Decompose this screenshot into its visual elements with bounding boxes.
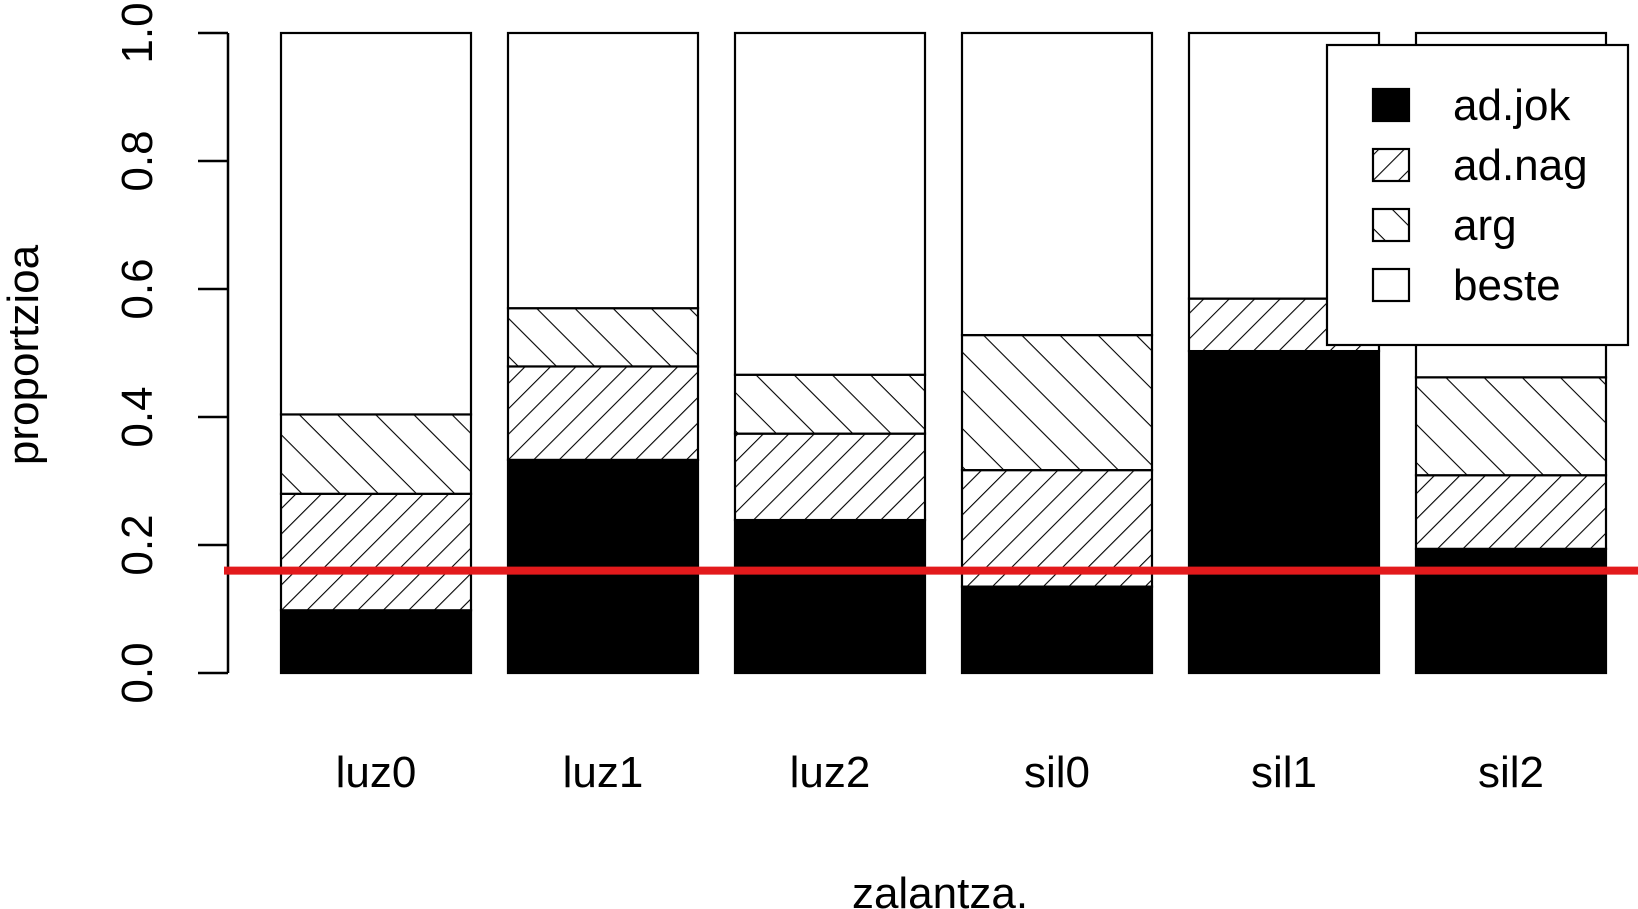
legend-swatch-arg	[1371, 207, 1411, 243]
x-tick-label: luz2	[790, 748, 871, 797]
bar-segment-ad.nag	[733, 432, 927, 522]
x-tick-labels: luz0 luz1 luz2 sil0 sil1 sil2	[336, 748, 1544, 797]
bar-segment-ad.jok	[733, 518, 927, 675]
x-axis-title: zalantza.	[852, 869, 1028, 909]
y-tick-label: 0.6	[113, 258, 162, 319]
bar-segment-beste	[960, 31, 1154, 337]
x-tick-label: luz0	[336, 748, 417, 797]
y-tick-label: 1.0	[113, 2, 162, 63]
bar-segment-arg	[279, 413, 473, 495]
bar-segment-ad.nag	[1414, 474, 1608, 550]
x-tick-label: luz1	[563, 748, 644, 797]
legend-label: ad.jok	[1453, 81, 1571, 130]
bar-segment-ad.jok	[279, 609, 473, 675]
bar-segment-beste	[733, 31, 927, 376]
bar-segment-ad.nag	[506, 365, 700, 461]
x-tick-label: sil0	[1024, 748, 1090, 797]
y-tick-label: 0.8	[113, 130, 162, 191]
legend-label: beste	[1453, 261, 1561, 310]
legend-swatch-beste	[1371, 267, 1411, 303]
legend-label: ad.nag	[1453, 141, 1588, 190]
bar-segment-arg	[960, 333, 1154, 472]
y-axis: 0.0 0.2 0.4 0.6 0.8 1.0	[113, 2, 230, 704]
y-axis-title: proportzioa	[0, 244, 48, 465]
legend: ad.jok ad.nag arg beste	[1325, 43, 1630, 347]
x-tick-label: sil2	[1478, 748, 1544, 797]
bar-segment-arg	[506, 307, 700, 368]
legend-label: arg	[1453, 201, 1517, 250]
bar-segment-ad.jok	[960, 585, 1154, 675]
bar-segment-arg	[1414, 376, 1608, 477]
bar-segment-ad.nag	[279, 492, 473, 612]
bar-segment-ad.jok	[1187, 349, 1381, 675]
y-tick-label: 0.0	[113, 642, 162, 703]
y-tick-label: 0.2	[113, 514, 162, 575]
bar-segment-beste	[279, 31, 473, 416]
x-tick-label: sil1	[1251, 748, 1317, 797]
legend-swatch-ad.nag	[1371, 147, 1411, 183]
bar-segment-beste	[506, 31, 700, 310]
y-tick-label: 0.4	[113, 386, 162, 447]
bar-segment-arg	[733, 373, 927, 435]
bar-segment-ad.jok	[506, 458, 700, 675]
legend-swatch-ad.jok	[1371, 87, 1411, 123]
